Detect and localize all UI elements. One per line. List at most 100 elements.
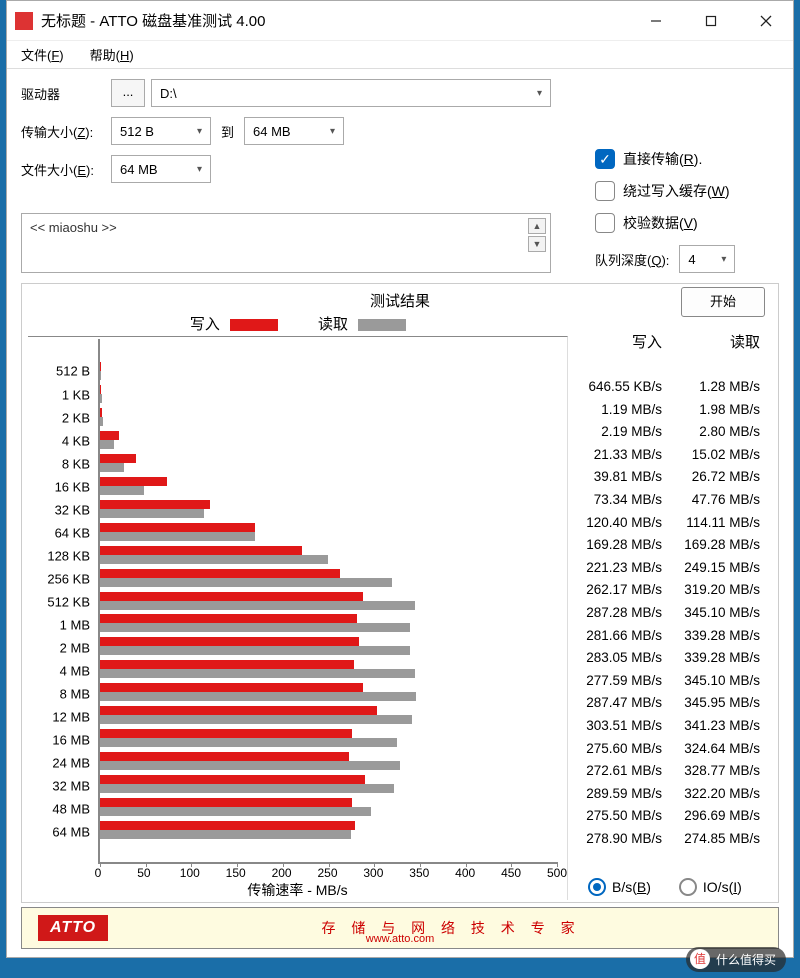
transfer-size-from-value: 512 B — [120, 124, 154, 139]
transfer-size-row: 传输大小(Z): 512 B ▾ 到 64 MB ▾ — [21, 117, 779, 145]
drive-combo[interactable]: D:\ ▾ — [151, 79, 551, 107]
values-rows: 646.55 KB/s1.28 MB/s1.19 MB/s1.98 MB/s2.… — [576, 356, 772, 872]
drive-label: 驱动器 — [21, 84, 111, 103]
queue-depth-combo[interactable]: 4 ▾ — [679, 245, 735, 273]
x-tick: 350 — [409, 866, 429, 880]
x-tick: 200 — [272, 866, 292, 880]
write-value: 39.81 MB/s — [576, 469, 674, 484]
transfer-size-to-value: 64 MB — [253, 124, 291, 139]
read-bar — [100, 830, 351, 839]
spinner-buttons[interactable]: ▲ ▼ — [528, 218, 546, 252]
plot-area — [98, 339, 557, 864]
minimize-button[interactable] — [628, 1, 683, 41]
legend: 写入 读取 — [28, 313, 568, 334]
read-bar — [100, 440, 114, 449]
menu-help[interactable]: 帮助(H) — [84, 43, 140, 66]
y-label: 256 KB — [47, 571, 90, 586]
read-bar — [100, 807, 371, 816]
checkbox-icon — [595, 213, 615, 233]
x-tick: 400 — [455, 866, 475, 880]
write-bar — [100, 408, 102, 417]
read-bar — [100, 738, 397, 747]
read-value: 2.80 MB/s — [674, 424, 772, 439]
read-bar — [100, 761, 400, 770]
write-bar — [100, 569, 340, 578]
atto-logo: ATTO — [38, 915, 108, 941]
x-tick: 300 — [363, 866, 383, 880]
value-row: 281.66 MB/s339.28 MB/s — [576, 628, 772, 643]
y-label: 48 MB — [52, 801, 90, 816]
write-bar — [100, 660, 354, 669]
y-label: 8 KB — [62, 456, 90, 471]
read-bar — [100, 578, 392, 587]
value-row: 39.81 MB/s26.72 MB/s — [576, 469, 772, 484]
y-labels: 512 B1 KB2 KB4 KB8 KB16 KB32 KB64 KB128 … — [28, 339, 94, 864]
value-row: 272.61 MB/s328.77 MB/s — [576, 763, 772, 778]
write-value: 278.90 MB/s — [576, 831, 674, 846]
y-label: 16 MB — [52, 732, 90, 747]
results-panel: 测试结果 写入 读取 512 B1 KB — [21, 283, 779, 903]
read-bar — [100, 555, 328, 564]
write-bar — [100, 821, 355, 830]
maximize-button[interactable] — [683, 1, 738, 41]
read-value: 339.28 MB/s — [674, 650, 772, 665]
chevron-down-icon: ▾ — [197, 164, 202, 175]
values-header: 写入 读取 — [576, 331, 772, 352]
spinner-down-icon[interactable]: ▼ — [528, 236, 546, 252]
write-bar — [100, 546, 302, 555]
drive-value: D:\ — [160, 86, 177, 101]
read-value: 1.98 MB/s — [674, 402, 772, 417]
legend-write-swatch — [230, 319, 278, 331]
transfer-size-label: 传输大小(Z): — [21, 122, 111, 141]
radio-bytes-per-sec[interactable]: B/s(B) — [588, 878, 651, 896]
write-value: 169.28 MB/s — [576, 537, 674, 552]
bypass-cache-checkbox[interactable]: 绕过写入缓存(W) — [595, 181, 765, 201]
transfer-size-to-combo[interactable]: 64 MB ▾ — [244, 117, 344, 145]
write-bar — [100, 706, 377, 715]
radio-io-per-sec[interactable]: IO/s(I) — [679, 878, 742, 896]
legend-read-swatch — [358, 319, 406, 331]
spinner-up-icon[interactable]: ▲ — [528, 218, 546, 234]
value-row: 169.28 MB/s169.28 MB/s — [576, 537, 772, 552]
description-box[interactable]: << miaoshu >> ▲ ▼ — [21, 213, 551, 273]
write-bar — [100, 752, 349, 761]
y-label: 12 MB — [52, 709, 90, 724]
value-row: 1.19 MB/s1.98 MB/s — [576, 402, 772, 417]
read-bar — [100, 509, 204, 518]
close-button[interactable] — [738, 1, 793, 41]
browse-button[interactable]: ... — [111, 79, 145, 107]
value-row: 289.59 MB/s322.20 MB/s — [576, 786, 772, 801]
header-write: 写入 — [576, 331, 674, 352]
values-column: 写入 读取 646.55 KB/s1.28 MB/s1.19 MB/s1.98 … — [568, 313, 772, 900]
legend-read: 读取 — [318, 313, 406, 334]
direct-io-checkbox[interactable]: ✓ 直接传输(R). — [595, 149, 765, 169]
to-label: 到 — [211, 122, 244, 141]
y-label: 24 MB — [52, 755, 90, 770]
value-row: 262.17 MB/s319.20 MB/s — [576, 582, 772, 597]
verify-data-checkbox[interactable]: 校验数据(V) — [595, 213, 765, 233]
read-bar — [100, 692, 416, 701]
read-value: 1.28 MB/s — [674, 379, 772, 394]
queue-depth-label: 队列深度(Q): — [595, 250, 669, 269]
value-row: 221.23 MB/s249.15 MB/s — [576, 560, 772, 575]
unit-radios: B/s(B) IO/s(I) — [576, 872, 772, 900]
write-bar — [100, 637, 359, 646]
write-bar — [100, 500, 210, 509]
menu-file[interactable]: 文件(F) — [15, 43, 70, 66]
value-row: 287.28 MB/s345.10 MB/s — [576, 605, 772, 620]
read-value: 319.20 MB/s — [674, 582, 772, 597]
start-button[interactable]: 开始 — [681, 287, 765, 317]
write-bar — [100, 592, 363, 601]
x-tick: 50 — [137, 866, 150, 880]
write-value: 262.17 MB/s — [576, 582, 674, 597]
read-value: 169.28 MB/s — [674, 537, 772, 552]
window-title: 无标题 - ATTO 磁盘基准测试 4.00 — [41, 10, 628, 31]
write-value: 120.40 MB/s — [576, 515, 674, 530]
read-bar — [100, 623, 410, 632]
x-tick: 250 — [317, 866, 337, 880]
write-bar — [100, 477, 167, 486]
value-row: 73.34 MB/s47.76 MB/s — [576, 492, 772, 507]
file-size-combo[interactable]: 64 MB ▾ — [111, 155, 211, 183]
transfer-size-from-combo[interactable]: 512 B ▾ — [111, 117, 211, 145]
read-bar — [100, 532, 255, 541]
